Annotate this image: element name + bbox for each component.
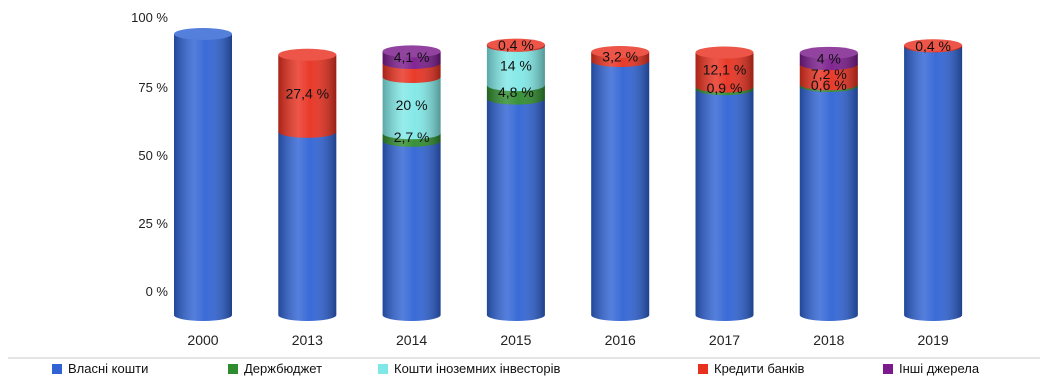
bar-segment-shade	[382, 76, 441, 140]
bar-cap	[591, 45, 650, 58]
bar-2017	[695, 46, 754, 322]
bar-segment-shade	[799, 64, 858, 91]
bar-cap-highlight	[695, 46, 754, 59]
bar-cap-highlight	[174, 28, 232, 40]
x-axis: 2000 2013 2014 2015 2016 2017 2018 2019	[187, 332, 948, 348]
bar-cap	[799, 46, 858, 59]
x-tick-label: 2018	[813, 332, 844, 348]
x-tick-label: 2016	[605, 332, 636, 348]
data-label: 4 %	[817, 50, 841, 66]
legend-label: Власні кошти	[68, 361, 148, 376]
bar-2014	[382, 45, 441, 321]
bar-cap	[174, 28, 232, 40]
bar-segment-shade	[174, 34, 232, 321]
bar-segment-shade	[904, 46, 963, 321]
bars	[174, 28, 963, 322]
legend-swatch	[698, 364, 708, 374]
bar-cap	[382, 45, 441, 58]
bar-segment-shade	[486, 98, 545, 321]
bar-segment-shade	[695, 52, 754, 93]
legend-swatch	[52, 364, 62, 374]
bar-cap-highlight	[799, 46, 858, 59]
legend-swatch	[883, 364, 893, 374]
data-label: 4,1 %	[394, 49, 430, 65]
data-label: 0,9 %	[707, 80, 743, 96]
y-tick-label: 25 %	[138, 216, 168, 231]
x-tick-label: 2013	[292, 332, 323, 348]
data-label: 0,4 %	[498, 37, 534, 53]
data-labels: 27,4 % 4,1 % 20 % 2,7 % 0,4 % 14 % 4,8 % 3,2 % 1…	[286, 37, 952, 145]
data-label: 27,4 %	[286, 85, 330, 101]
bar-segment-shade	[591, 60, 650, 321]
legend-swatch	[378, 364, 388, 374]
legend-swatch	[228, 364, 238, 374]
bar-cap	[695, 46, 754, 59]
legend-label: Інші джерела	[899, 361, 980, 376]
bar-cap-highlight	[486, 38, 545, 51]
bar-2000	[174, 28, 232, 321]
legend: Власні кошти Держбюджет Кошти іноземних ін…	[52, 361, 980, 376]
y-tick-label: 50 %	[138, 148, 168, 163]
bar-segment-shade	[486, 45, 545, 92]
x-tick-label: 2015	[500, 332, 531, 348]
bar-2018	[799, 46, 858, 321]
bar-cap	[904, 39, 963, 52]
bar-segment-shade	[382, 140, 441, 321]
y-tick-label: 0 %	[146, 284, 169, 299]
bar-2015	[486, 38, 545, 321]
data-label: 4,8 %	[498, 84, 534, 100]
x-tick-label: 2000	[187, 332, 218, 348]
data-label: 2,7 %	[394, 129, 430, 145]
bar-segment-shade	[799, 85, 858, 321]
bar-segment-shade	[278, 54, 337, 138]
data-label: 0,4 %	[915, 38, 951, 54]
bar-segment-shade	[278, 131, 337, 321]
y-tick-label: 100 %	[131, 10, 168, 25]
legend-item-кредити-банків: Кредити банків	[698, 361, 805, 376]
legend-item-власні-кошти: Власні кошти	[52, 361, 148, 376]
data-label: 0,6 %	[811, 77, 847, 93]
legend-item-кошти-іноземних-інвесторів: Кошти іноземних інвесторів	[378, 361, 560, 376]
y-tick-label: 75 %	[138, 80, 168, 95]
data-label: 14 %	[500, 57, 532, 73]
bar-2019	[904, 39, 963, 321]
bar-2013	[278, 48, 337, 321]
legend-item-держбюджет: Держбюджет	[228, 361, 322, 376]
bar-segment-shade	[695, 89, 754, 322]
data-label: 3,2 %	[602, 48, 638, 64]
data-label: 12,1 %	[703, 62, 747, 78]
legend-label: Кредити банків	[714, 361, 805, 376]
bar-2016	[591, 45, 650, 321]
legend-label: Кошти іноземних інвесторів	[394, 361, 560, 376]
bar-cap-highlight	[278, 48, 337, 61]
data-label: 7,2 %	[811, 66, 847, 82]
legend-label: Держбюджет	[244, 361, 322, 376]
bar-cap-highlight	[382, 45, 441, 58]
bar-cap-highlight	[904, 39, 963, 52]
y-axis: 0 % 25 % 50 % 75 % 100 %	[131, 10, 168, 299]
bar-cap	[486, 38, 545, 51]
x-tick-label: 2014	[396, 332, 427, 348]
x-tick-label: 2017	[709, 332, 740, 348]
bar-cap-highlight	[591, 45, 650, 58]
x-tick-label: 2019	[918, 332, 949, 348]
bar-cap	[278, 48, 337, 61]
data-label: 20 %	[396, 97, 428, 113]
legend-item-інші-джерела: Інші джерела	[883, 361, 980, 376]
